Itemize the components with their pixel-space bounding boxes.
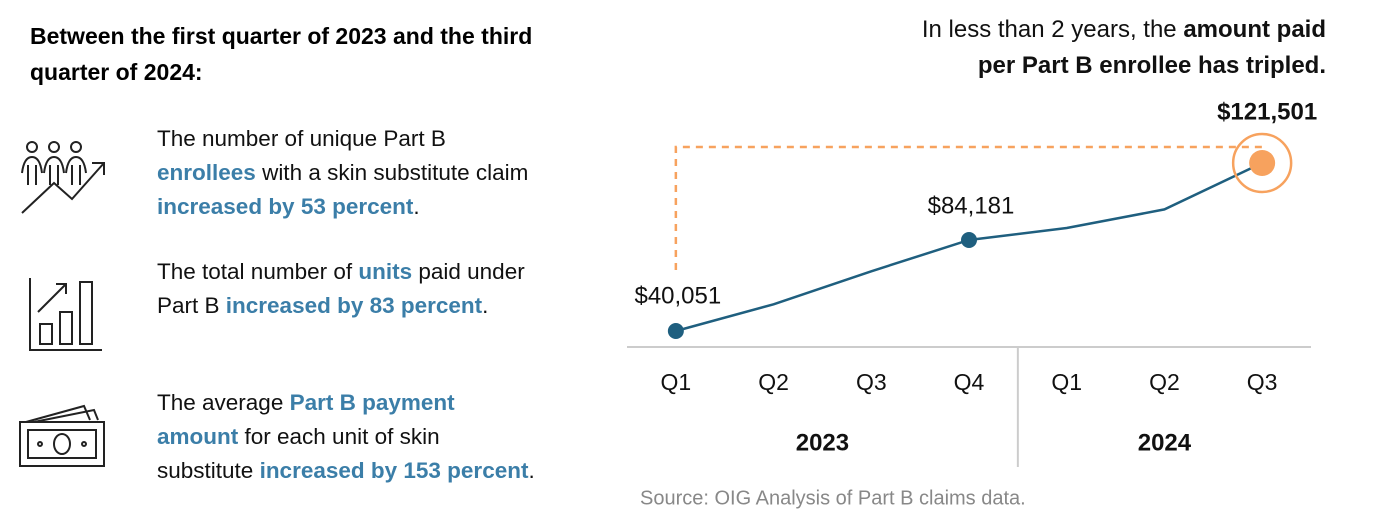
bars-icon — [29, 278, 102, 351]
finding-text: The total number of — [157, 259, 359, 284]
finding-text: The number of unique Part B — [157, 126, 446, 151]
x-tick-label: Q1 — [1051, 369, 1082, 395]
annotation-text: amount paid — [1183, 16, 1326, 43]
highlight-text: increased by 53 percent — [157, 194, 414, 219]
people-icon — [21, 141, 105, 214]
x-tick-label: Q4 — [954, 369, 985, 395]
chart: In less than 2 years, the amount paid per… — [627, 16, 1326, 509]
value-label: $121,501 — [1217, 98, 1317, 125]
finding-text: The average — [157, 390, 290, 415]
x-tick-label: Q3 — [856, 369, 887, 395]
money-icon — [19, 404, 105, 467]
finding-text: with a skin substitute claim — [255, 160, 529, 185]
data-point — [667, 323, 684, 339]
group-label: 2023 — [796, 429, 849, 456]
data-point — [1249, 150, 1276, 176]
value-label: $84,181 — [928, 192, 1015, 219]
highlight-text: Part B payment amount — [157, 390, 455, 449]
group-label: 2024 — [1138, 429, 1192, 456]
annotation-text: In less than 2 years, the — [922, 16, 1183, 43]
x-tick-label: Q2 — [1149, 369, 1180, 395]
finding-text: . — [528, 458, 535, 483]
finding-text: paid under Part B — [157, 259, 525, 318]
highlight-text: increased by 153 percent — [259, 458, 529, 483]
finding-text: for each unit of skin substitute — [157, 424, 440, 483]
x-tick-label: Q2 — [758, 369, 789, 395]
x-tick-label: Q1 — [661, 369, 692, 395]
finding: The average Part B payment amount for ea… — [157, 386, 537, 488]
data-point — [961, 231, 977, 248]
annotation-text: per Part B enrollee has tripled. — [978, 52, 1326, 79]
highlight-ring — [1231, 132, 1293, 194]
heading: Between the first quarter of 2023 and th… — [30, 23, 533, 85]
highlight-text: increased by 83 percent — [225, 293, 483, 318]
source: Source: OIG Analysis of Part B claims da… — [640, 487, 1026, 509]
highlight-text: units — [358, 259, 413, 284]
x-tick-label: Q3 — [1247, 369, 1278, 395]
value-label: $40,051 — [634, 282, 721, 309]
finding-text: . — [482, 293, 489, 318]
annotation: per Part B enrollee has tripled. — [978, 52, 1326, 79]
finding: The number of unique Part B enrollees wi… — [157, 122, 537, 224]
highlight-text: enrollees — [157, 160, 256, 185]
annotation: In less than 2 years, the amount paid — [922, 16, 1326, 43]
finding: The total number of units paid under Par… — [157, 255, 537, 323]
finding-text: . — [413, 194, 420, 219]
